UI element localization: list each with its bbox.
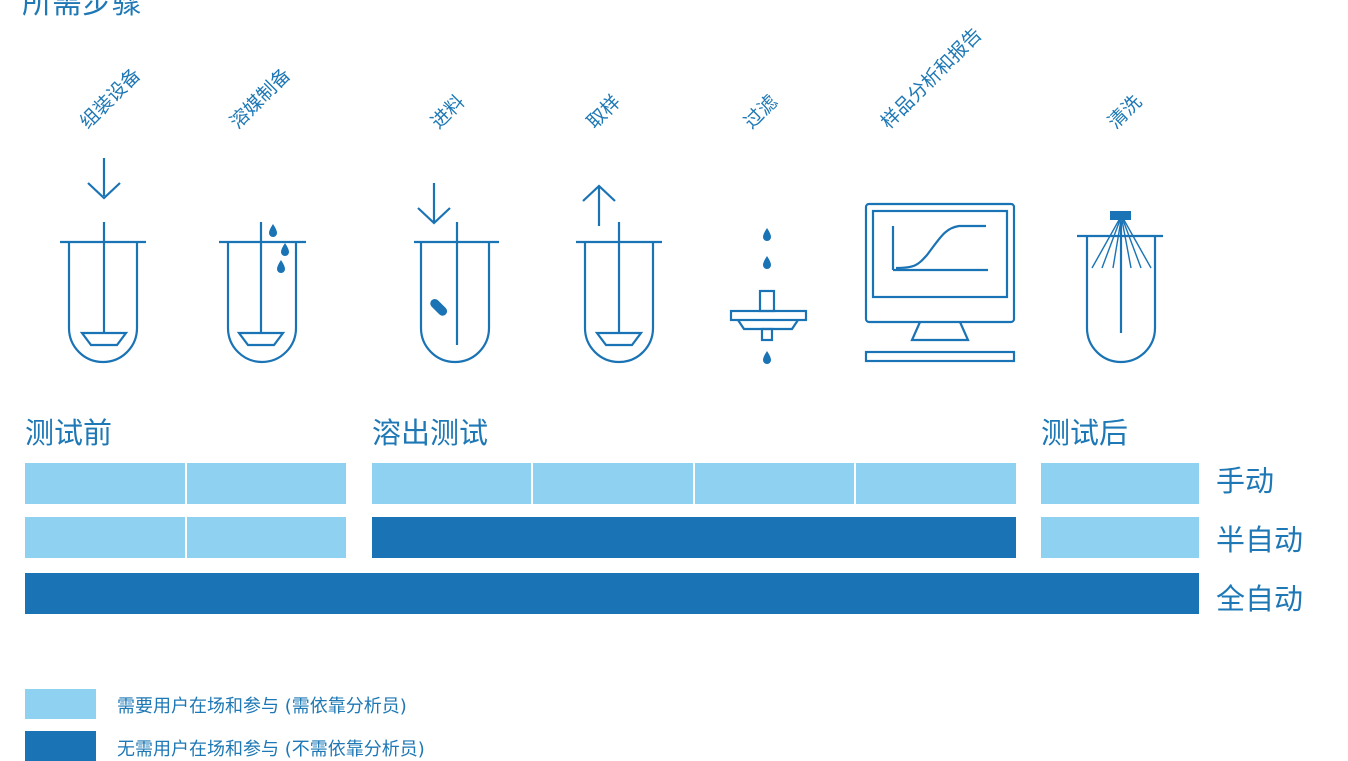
- monitor-icon: [864, 202, 1016, 363]
- bar-manual-filter: [695, 463, 854, 504]
- phase-post-test: 测试后: [1041, 416, 1129, 450]
- nozzle-icon: [1110, 211, 1131, 220]
- bar-manual-assemble: [25, 463, 185, 504]
- bar-semi-assemble: [25, 517, 185, 558]
- vessel-media-icon: [219, 222, 306, 364]
- bar-manual-feed: [372, 463, 531, 504]
- row-label-semi-auto: 半自动: [1216, 523, 1304, 557]
- icons-layer: [60, 158, 1163, 364]
- vessel-feed-icon: [414, 183, 499, 364]
- vessel-assemble-icon: [60, 158, 146, 364]
- drop-icon: [763, 228, 771, 241]
- filter-icon: [729, 289, 808, 342]
- bar-semi-dissolution: [372, 517, 1016, 558]
- bar-manual-analysis: [856, 463, 1016, 504]
- row-label-manual: 手动: [1216, 464, 1275, 498]
- bar-manual-media: [187, 463, 346, 504]
- row-label-full-auto: 全自动: [1216, 582, 1304, 616]
- bar-semi-media: [187, 517, 346, 558]
- legend-label-auto: 无需用户在场和参与 (不需依靠分析员): [117, 739, 425, 760]
- page-title: 所需步骤: [22, 0, 142, 21]
- bar-manual-sample: [533, 463, 693, 504]
- vessel-sample-icon: [576, 184, 662, 364]
- drop-icon: [763, 256, 771, 269]
- drop-icon: [277, 260, 285, 273]
- vessel-clean-icon: [1077, 219, 1163, 364]
- bar-full-auto: [25, 573, 1199, 614]
- drop-icon: [269, 224, 277, 237]
- phase-dissolution-test: 溶出测试: [372, 416, 489, 450]
- legend-swatch-auto: [25, 731, 96, 761]
- drop-icon: [281, 243, 289, 256]
- legend-swatch-manual: [25, 689, 96, 719]
- legend-label-manual: 需要用户在场和参与 (需依靠分析员): [117, 696, 407, 717]
- bar-semi-clean: [1041, 517, 1199, 558]
- drop-icon: [763, 351, 771, 364]
- tablet-icon: [430, 298, 448, 316]
- phase-pre-test: 测试前: [25, 416, 113, 450]
- bar-manual-clean: [1041, 463, 1199, 504]
